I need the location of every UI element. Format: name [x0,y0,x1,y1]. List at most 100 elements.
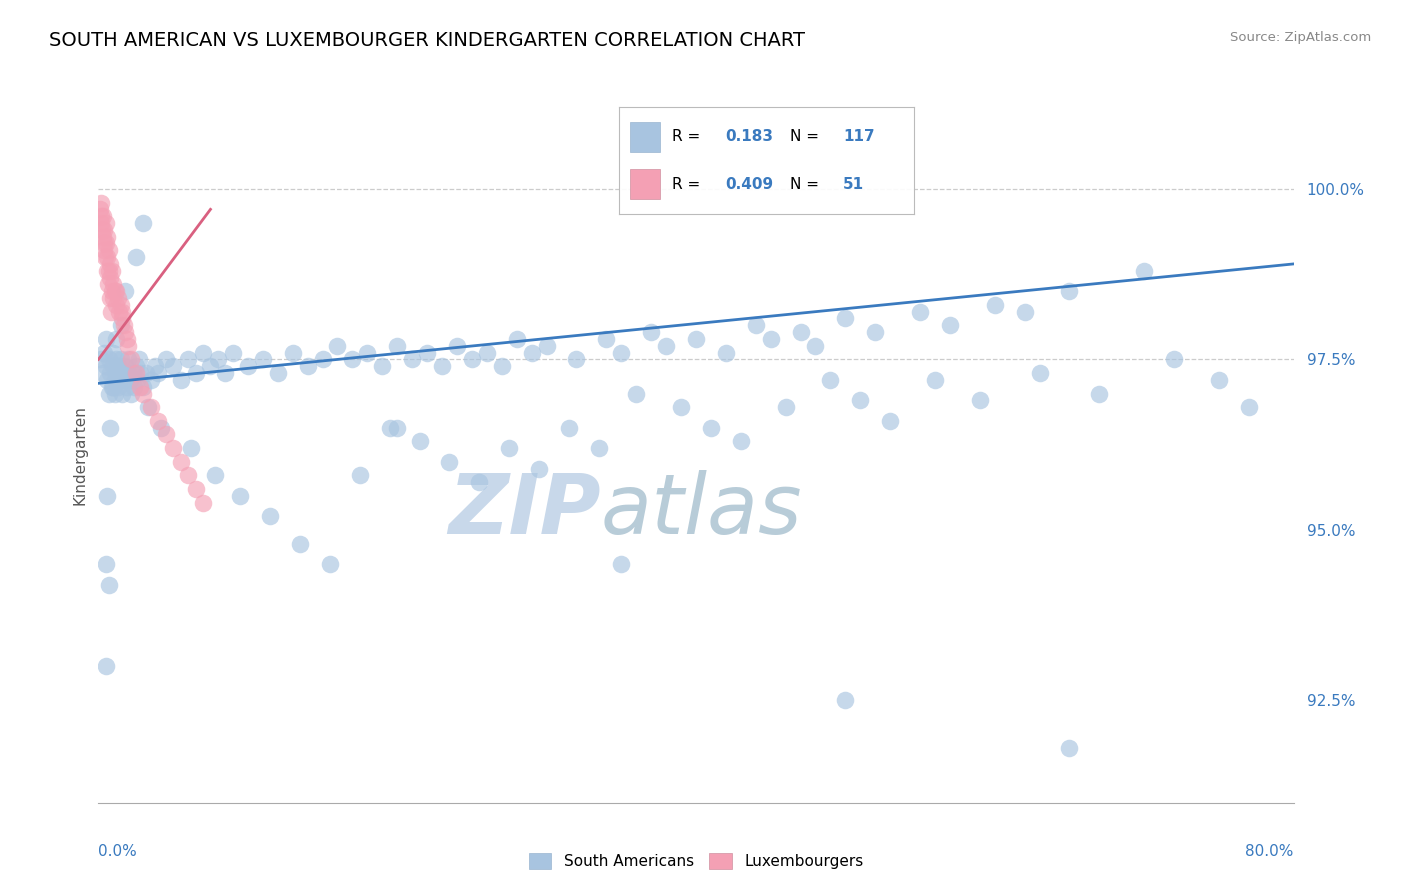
Point [90,216,112,230]
Point [177,468,200,483]
Point [107,359,129,374]
Point [90,352,112,367]
Point [94,659,117,673]
Point [259,509,281,524]
Point [91,209,114,223]
Point [105,352,128,367]
Point [148,366,170,380]
Point [115,380,138,394]
Point [104,373,127,387]
Point [536,339,558,353]
Point [204,468,226,483]
Point [439,455,461,469]
Point [200,359,222,374]
Point [162,359,184,374]
Bar [630,169,659,199]
Point [924,373,946,387]
Point [326,339,349,353]
Point [139,400,162,414]
Point [879,414,901,428]
Point [97,577,120,591]
Text: R =: R = [672,177,700,192]
Point [117,339,139,353]
Point [565,352,588,367]
Point [132,386,155,401]
Point [446,339,468,353]
Point [110,298,132,312]
Point [155,352,177,367]
Point [129,366,152,380]
Point [139,373,162,387]
Point [610,557,633,571]
Point [115,332,138,346]
Point [820,373,842,387]
Point [714,345,737,359]
Point [128,352,150,367]
Point [385,420,409,434]
Point [430,359,453,374]
Point [1208,373,1230,387]
Point [288,536,311,550]
Point [105,332,128,346]
Point [371,359,394,374]
Point [93,244,115,258]
Point [640,325,662,339]
Text: 80.0%: 80.0% [1246,845,1294,859]
Point [1133,264,1156,278]
Point [117,366,139,380]
Point [96,373,118,387]
Point [93,223,115,237]
Point [98,366,122,380]
Point [104,284,127,298]
Point [267,366,290,380]
Point [110,318,132,333]
Point [378,420,401,434]
Point [143,359,166,374]
Point [834,693,856,707]
Point [169,373,191,387]
Point [110,304,132,318]
Text: 0.409: 0.409 [725,177,773,192]
Point [98,257,122,271]
Point [120,386,142,401]
Point [669,400,692,414]
Point [169,455,191,469]
Point [132,380,155,394]
Point [103,359,125,374]
Point [184,482,207,496]
Point [401,352,423,367]
Point [297,359,319,374]
Point [121,366,143,380]
Point [969,393,991,408]
Point [94,557,117,571]
Point [117,352,139,367]
Bar [630,122,659,152]
Point [89,202,111,217]
Point [349,468,371,483]
Point [111,386,134,401]
Text: R =: R = [672,129,700,144]
Point [461,352,484,367]
Point [103,277,125,292]
Point [180,441,202,455]
Point [214,366,236,380]
Point [191,496,214,510]
Point [110,352,132,367]
Point [105,366,128,380]
Point [983,298,1005,312]
Point [94,332,117,346]
Point [111,311,134,326]
Point [222,345,245,359]
Point [91,223,114,237]
Point [804,339,827,353]
Point [281,345,304,359]
Point [1028,366,1050,380]
Point [136,400,159,414]
Point [1237,400,1260,414]
Point [129,380,152,394]
Text: 51: 51 [844,177,865,192]
Point [745,318,768,333]
Point [125,359,148,374]
Point [96,264,118,278]
Point [408,434,430,449]
